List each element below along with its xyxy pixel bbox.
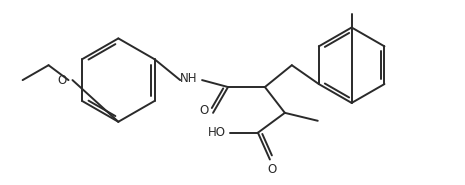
Text: O: O bbox=[200, 104, 209, 117]
Text: O: O bbox=[267, 163, 277, 176]
Text: HO: HO bbox=[208, 126, 226, 139]
Text: NH: NH bbox=[179, 72, 197, 85]
Text: O: O bbox=[57, 74, 66, 87]
